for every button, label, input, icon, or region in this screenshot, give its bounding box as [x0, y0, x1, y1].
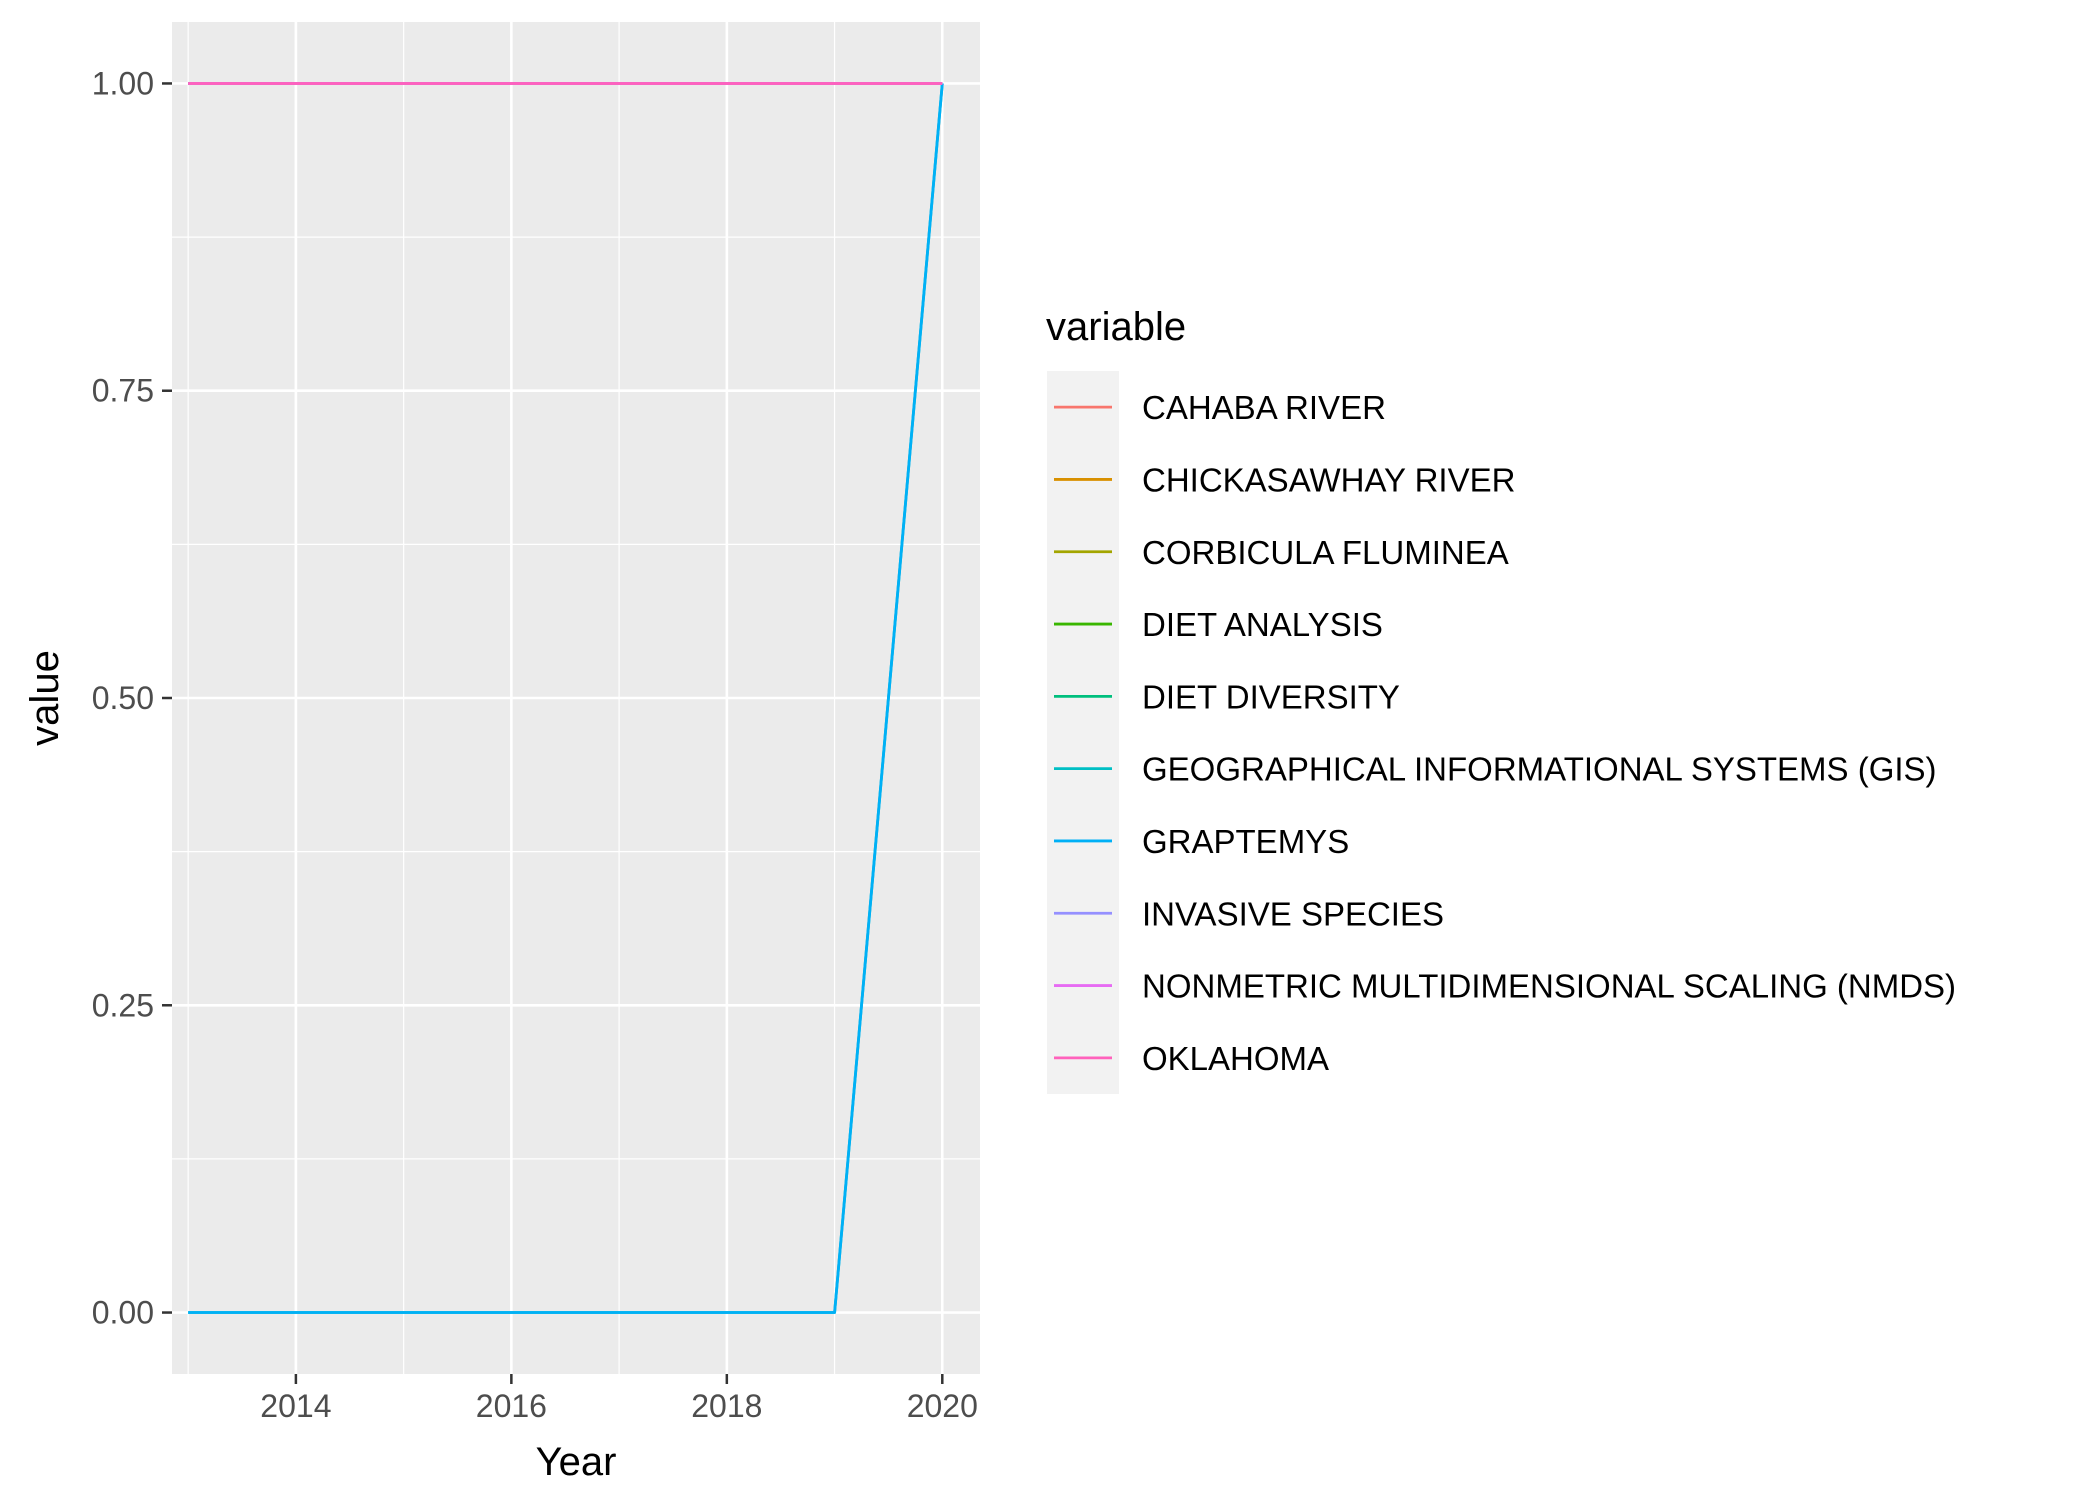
legend-items: CAHABA RIVER CHICKASAWHAY RIVER CORBICULA … — [1054, 389, 1956, 1077]
legend-label: NONMETRIC MULTIDIMENSIONAL SCALING (NMDS… — [1142, 968, 1956, 1005]
legend-label: CHICKASAWHAY RIVER — [1142, 461, 1515, 498]
x-tick-label: 2014 — [260, 1388, 331, 1424]
x-tick-label: 2020 — [907, 1388, 978, 1424]
legend-label: DIET DIVERSITY — [1142, 678, 1400, 715]
major-gridlines — [172, 22, 980, 1374]
x-axis: 2014 2016 2018 2020 — [260, 1374, 978, 1424]
legend-label: OKLAHOMA — [1142, 1040, 1329, 1077]
y-axis-title: value — [23, 650, 67, 746]
legend-label: INVASIVE SPECIES — [1142, 895, 1444, 932]
y-tick-label: 0.75 — [92, 373, 154, 409]
legend-key-background — [1047, 371, 1119, 1094]
legend-label: CAHABA RIVER — [1142, 389, 1386, 426]
y-tick-label: 0.50 — [92, 680, 154, 716]
y-tick-label: 0.25 — [92, 987, 154, 1023]
x-tick-label: 2018 — [691, 1388, 762, 1424]
x-tick-label: 2016 — [476, 1388, 547, 1424]
y-tick-label: 1.00 — [92, 65, 154, 101]
legend-label: GRAPTEMYS — [1142, 823, 1349, 860]
y-axis: 0.00 0.25 0.50 0.75 1.00 — [92, 65, 172, 1331]
series-line — [188, 83, 944, 1314]
legend-label: DIET ANALYSIS — [1142, 606, 1383, 643]
x-axis-title: Year — [536, 1440, 617, 1484]
legend-label: CORBICULA FLUMINEA — [1142, 534, 1509, 571]
y-tick-label: 0.00 — [92, 1295, 154, 1331]
legend-title: variable — [1046, 305, 1186, 349]
legend-label: GEOGRAPHICAL INFORMATIONAL SYSTEMS (GIS) — [1142, 751, 1937, 788]
series-lines — [188, 82, 944, 1314]
